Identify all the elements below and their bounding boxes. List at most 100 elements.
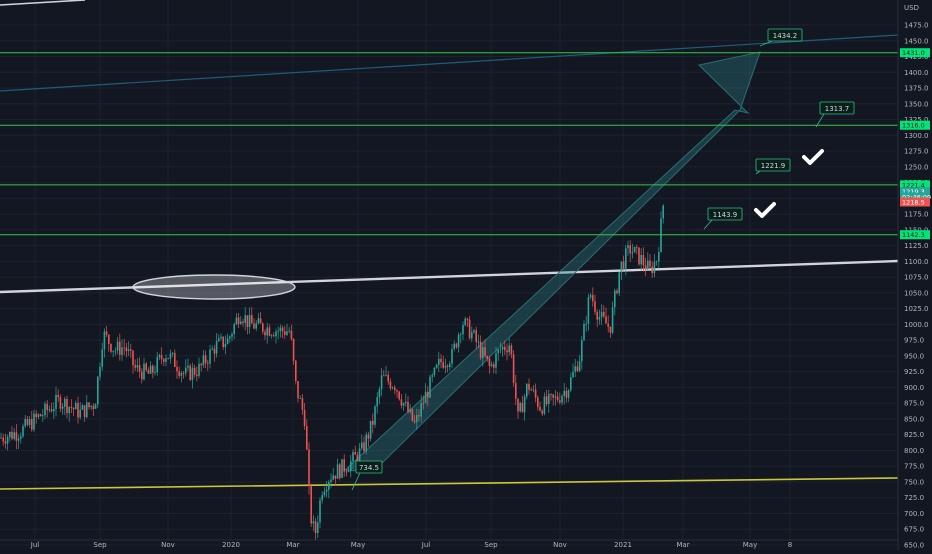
candle-body [614, 290, 616, 308]
horizontal-levels[interactable] [0, 52, 898, 236]
y-tick-label: 800.0 [904, 447, 924, 455]
candle-body [341, 459, 343, 478]
candle-body [389, 381, 392, 389]
candle [372, 413, 374, 434]
y-axis[interactable]: 650.0 675.0 700.0 725.0 750.0 775.0 800.0 825.0… [897, 0, 931, 550]
candle [55, 386, 57, 417]
candle-body [598, 316, 601, 320]
y-tick-label: 850.0 [904, 415, 924, 423]
candle [499, 342, 502, 354]
candle-body [121, 347, 123, 355]
candle [57, 389, 59, 402]
candle [44, 400, 46, 419]
candle [418, 409, 420, 422]
candle [633, 246, 636, 253]
candle-body [616, 290, 618, 294]
annotation-label: 1434.2 [773, 32, 798, 40]
candle [457, 332, 460, 353]
y-tick-label: 1050.0 [904, 289, 929, 297]
candle [262, 322, 264, 335]
candle-body [191, 367, 194, 380]
candle-body [220, 336, 222, 339]
candle [396, 389, 398, 398]
candle [308, 442, 310, 495]
candle [449, 361, 451, 371]
price-annotation[interactable]: 1143.9 [703, 207, 743, 230]
candle-body [497, 349, 499, 354]
candle [257, 312, 260, 325]
candle [277, 326, 279, 340]
candle-body [248, 315, 251, 327]
candle [266, 322, 268, 344]
candle-body [268, 327, 271, 336]
candle [143, 357, 145, 381]
candle [466, 317, 469, 327]
candle [398, 390, 400, 401]
candle [321, 491, 323, 504]
candle [94, 402, 97, 409]
y-tick-label: 875.0 [904, 400, 924, 408]
candle [477, 334, 480, 349]
price-tag[interactable]: 1142.3 [900, 230, 930, 240]
price-annotation[interactable]: 1221.9 [755, 158, 791, 175]
candle [127, 341, 130, 356]
candle [46, 399, 48, 418]
candle-body [519, 402, 521, 412]
candle-body [119, 341, 121, 355]
price-annotation[interactable]: 734.5 [351, 460, 383, 491]
candle-body [24, 418, 26, 427]
candle [290, 324, 293, 341]
annotation-leader [815, 113, 825, 128]
price-tag[interactable]: 1218.5 [900, 197, 930, 207]
x-axis[interactable]: Jul Sep Nov 2020 Mar May Jul Sep Nov 2021 Mar May 8 [0, 539, 898, 549]
candle [655, 260, 658, 266]
candle-body [66, 398, 68, 414]
candle-body [317, 522, 319, 534]
candle-body [264, 331, 266, 336]
projection-arrow[interactable] [343, 51, 761, 473]
candle-body [583, 324, 585, 341]
price-annotation[interactable]: 1434.2 [759, 28, 803, 47]
annotations[interactable]: 1434.2 1313.7 1221.9 1143.9 734.5 [351, 28, 855, 491]
price-tag[interactable]: 1219.3 [900, 187, 930, 197]
candle [235, 313, 238, 326]
candle-body [422, 403, 425, 405]
candle-body [361, 442, 363, 449]
candle [519, 401, 521, 413]
candle [167, 357, 169, 360]
price-annotation[interactable]: 1313.7 [815, 101, 855, 128]
price-tag[interactable]: 1316.0 [900, 120, 930, 130]
candle-body [611, 307, 614, 333]
candle-body [424, 391, 427, 404]
candle-body [314, 521, 317, 534]
candle-body [442, 362, 444, 368]
candle-body [57, 394, 59, 398]
price-tag[interactable]: 1431.0 [900, 48, 930, 58]
candle-body [178, 371, 180, 376]
candle-body [200, 363, 202, 366]
yellow-trendline [0, 477, 899, 490]
candle [213, 345, 216, 362]
candle [332, 468, 334, 481]
price-tag[interactable]: 02:46:09 [900, 192, 931, 202]
candle [605, 307, 607, 324]
candle [616, 288, 618, 295]
candle [576, 360, 579, 373]
candle [484, 339, 486, 358]
candle-body [138, 365, 141, 372]
price-tag[interactable]: 1221.4 [900, 180, 930, 190]
arrow-shape[interactable] [343, 51, 761, 473]
candle [20, 432, 22, 444]
candle [420, 395, 422, 423]
candle [169, 349, 172, 364]
candle [50, 402, 53, 413]
candle-body [20, 436, 22, 439]
candle-body [490, 364, 493, 366]
candle-body [475, 330, 477, 342]
y-tick-label: 700.0 [904, 510, 924, 518]
annotation-box [355, 460, 383, 474]
candle [255, 320, 257, 332]
candle-body [229, 336, 231, 339]
